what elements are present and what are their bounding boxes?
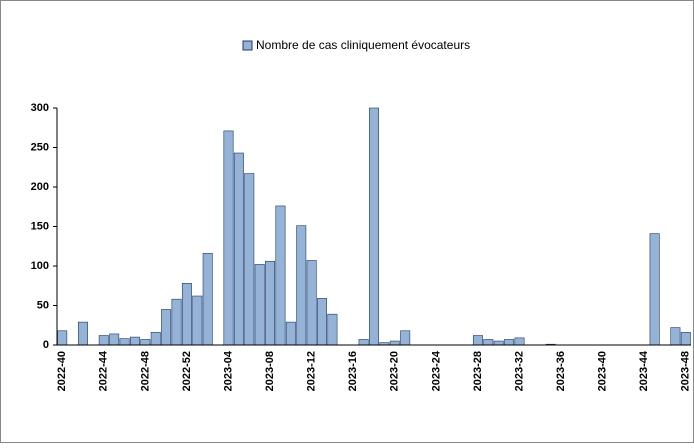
bar [78,321,88,346]
bar [275,205,286,346]
y-tick-label: 0 [43,339,49,351]
x-tick-label: 2022-44 [98,350,110,391]
bar [119,338,130,346]
legend-label: Nombre de cas cliniquement évocateurs [256,38,470,52]
bar [265,260,276,346]
bar [202,253,213,346]
bar [680,332,691,346]
bar [171,298,182,346]
x-tick-label: 2023-24 [430,350,442,391]
bar [233,152,244,346]
y-tick-label: 50 [37,299,49,311]
bar [358,339,369,346]
bar [57,330,68,346]
bar [181,283,192,346]
bar [327,313,338,346]
bar [483,339,494,346]
y-tick-label: 300 [31,102,49,114]
bar [670,327,681,346]
bar [150,332,161,346]
bar [254,264,265,346]
bar [389,340,400,346]
bar [306,260,317,346]
bar [400,330,411,346]
bar [285,321,296,346]
x-tick-label: 2023-48 [680,351,692,391]
x-tick-label: 2023-12 [306,351,318,391]
bar [493,340,504,346]
bar [504,339,515,346]
x-tick-label: 2022-48 [139,351,151,391]
bar [472,335,483,346]
bar [140,339,151,346]
bar [514,337,525,346]
bar [244,173,255,346]
bar [296,225,307,346]
legend-swatch [242,40,253,51]
y-tick-label: 250 [31,141,49,153]
x-tick-label: 2023-16 [347,351,359,391]
bar [98,335,109,346]
bar [649,233,660,346]
x-tick-label: 2023-08 [264,351,276,391]
x-tick-label: 2023-44 [638,350,650,391]
bar [129,336,140,346]
bar [223,130,234,346]
x-tick-label: 2023-04 [222,350,234,391]
y-tick-label: 100 [31,260,49,272]
bar [192,295,203,346]
x-tick-label: 2023-36 [555,351,567,391]
bar [161,309,172,346]
x-tick-label: 2022-52 [181,351,193,391]
x-tick-label: 2022-40 [56,351,68,391]
x-tick-label: 2023-20 [389,351,401,391]
y-tick-label: 200 [31,181,49,193]
x-tick-label: 2023-40 [597,351,609,391]
x-tick-label: 2023-28 [472,351,484,391]
bar [109,333,120,346]
y-tick-label: 150 [31,220,49,232]
x-tick-label: 2023-32 [513,351,525,391]
bar [317,298,328,346]
bar [369,107,379,346]
